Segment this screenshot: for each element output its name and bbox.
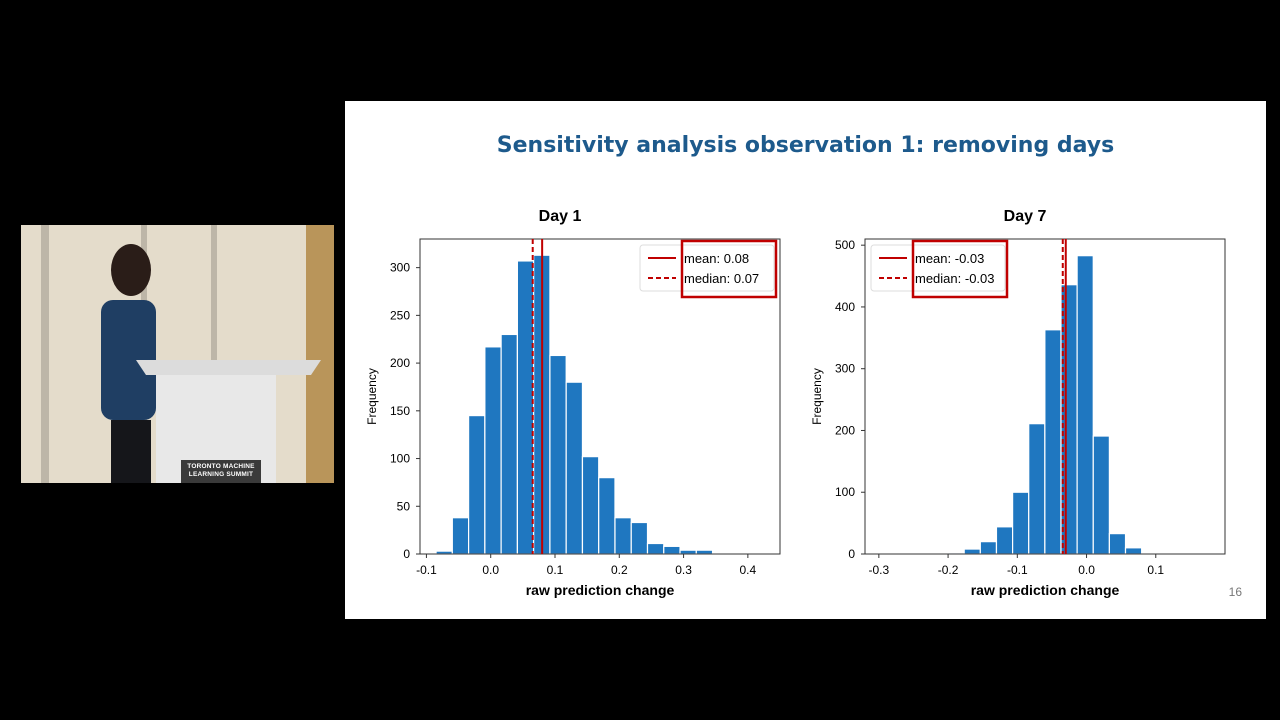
histogram-bar bbox=[679, 549, 697, 555]
x-axis-label: raw prediction change bbox=[526, 582, 675, 598]
histogram-bar bbox=[467, 414, 486, 555]
histogram-bar bbox=[1028, 423, 1046, 555]
chart-title: Day 1 bbox=[539, 208, 582, 225]
plot-frame bbox=[864, 238, 1226, 555]
x-tick-label: 0.3 bbox=[675, 563, 692, 577]
histogram-bar bbox=[484, 346, 502, 555]
plot-frame bbox=[419, 238, 781, 555]
y-tick-label: 200 bbox=[835, 423, 855, 437]
slide: Sensitivity analysis observation 1: remo… bbox=[345, 101, 1266, 619]
x-tick-label: 0.1 bbox=[1147, 563, 1164, 577]
x-tick-label: 0.2 bbox=[611, 563, 628, 577]
x-tick-label: 0.4 bbox=[740, 563, 757, 577]
chart-title: Day 7 bbox=[1004, 208, 1047, 225]
y-tick-label: 250 bbox=[390, 308, 410, 322]
legend-box bbox=[870, 244, 1006, 292]
y-tick-label: 300 bbox=[390, 261, 410, 275]
x-axis-label: raw prediction change bbox=[971, 582, 1120, 598]
histogram-day-1: Day 1 0 50 100 150 200 250 300 -0.1 0.0 0.1 0.2 0.3 0… bbox=[365, 208, 781, 598]
histogram-bar bbox=[451, 517, 470, 555]
histogram-day-7: Day 7 0 100 200 300 400 500 -0.3 -0.2 -0.1 0.0 0.1 r… bbox=[810, 208, 1226, 598]
legend-median-label: median: 0.07 bbox=[684, 271, 759, 286]
histogram-bar bbox=[598, 477, 616, 555]
x-tick-label: 0.0 bbox=[482, 563, 499, 577]
histogram-bar bbox=[995, 526, 1014, 555]
slide-title: Sensitivity analysis observation 1: remo… bbox=[496, 133, 1115, 158]
x-tick-label: -0.3 bbox=[869, 563, 890, 577]
x-tick-label: -0.1 bbox=[416, 563, 437, 577]
legend-median-label: median: -0.03 bbox=[915, 271, 995, 286]
speaker-video: TORONTO MACHINE LEARNING SUMMIT bbox=[21, 225, 334, 483]
histogram-bar bbox=[963, 548, 981, 555]
histogram-bar bbox=[630, 521, 649, 555]
y-tick-label: 50 bbox=[397, 499, 411, 513]
histogram-bar bbox=[663, 545, 681, 555]
y-tick-label: 500 bbox=[835, 238, 855, 252]
histogram-bar bbox=[565, 381, 584, 555]
histogram-bar bbox=[979, 541, 998, 555]
y-tick-label: 300 bbox=[835, 362, 855, 376]
histogram-bar bbox=[581, 456, 600, 555]
y-axis-label: Frequency bbox=[810, 368, 824, 425]
legend-mean-label: mean: -0.03 bbox=[915, 251, 984, 266]
histogram-bar bbox=[1012, 491, 1030, 555]
histogram-bar bbox=[646, 542, 665, 555]
y-tick-label: 100 bbox=[835, 485, 855, 499]
highlight-box bbox=[911, 239, 1009, 299]
page-number: 16 bbox=[1228, 585, 1242, 599]
y-tick-label: 150 bbox=[390, 404, 410, 418]
histogram-bar bbox=[1044, 329, 1062, 555]
x-tick-label: 0.0 bbox=[1078, 563, 1095, 577]
x-tick-label: -0.1 bbox=[1007, 563, 1028, 577]
y-tick-label: 200 bbox=[390, 356, 410, 370]
y-tick-label: 0 bbox=[848, 547, 855, 561]
histogram-bar bbox=[1076, 255, 1094, 555]
histogram-bar bbox=[1124, 547, 1143, 555]
histogram-bar bbox=[1092, 435, 1110, 555]
banner-text: TORONTO MACHINE LEARNING SUMMIT bbox=[187, 463, 255, 478]
y-tick-label: 0 bbox=[403, 547, 410, 561]
y-axis-label: Frequency bbox=[365, 368, 379, 425]
histogram-bar bbox=[549, 354, 567, 555]
histogram-bar bbox=[614, 517, 632, 555]
y-tick-label: 100 bbox=[390, 452, 410, 466]
legend-mean-label: mean: 0.08 bbox=[684, 251, 749, 266]
legend-box bbox=[639, 244, 775, 292]
speaker-scene bbox=[21, 225, 334, 483]
histogram-bar bbox=[695, 549, 714, 555]
histogram-bar bbox=[516, 260, 535, 555]
x-tick-label: -0.2 bbox=[938, 563, 959, 577]
histogram-bar bbox=[500, 333, 518, 555]
highlight-box bbox=[680, 239, 778, 299]
y-tick-label: 400 bbox=[835, 300, 855, 314]
histogram-bar bbox=[1108, 533, 1127, 555]
x-tick-label: 0.1 bbox=[547, 563, 564, 577]
